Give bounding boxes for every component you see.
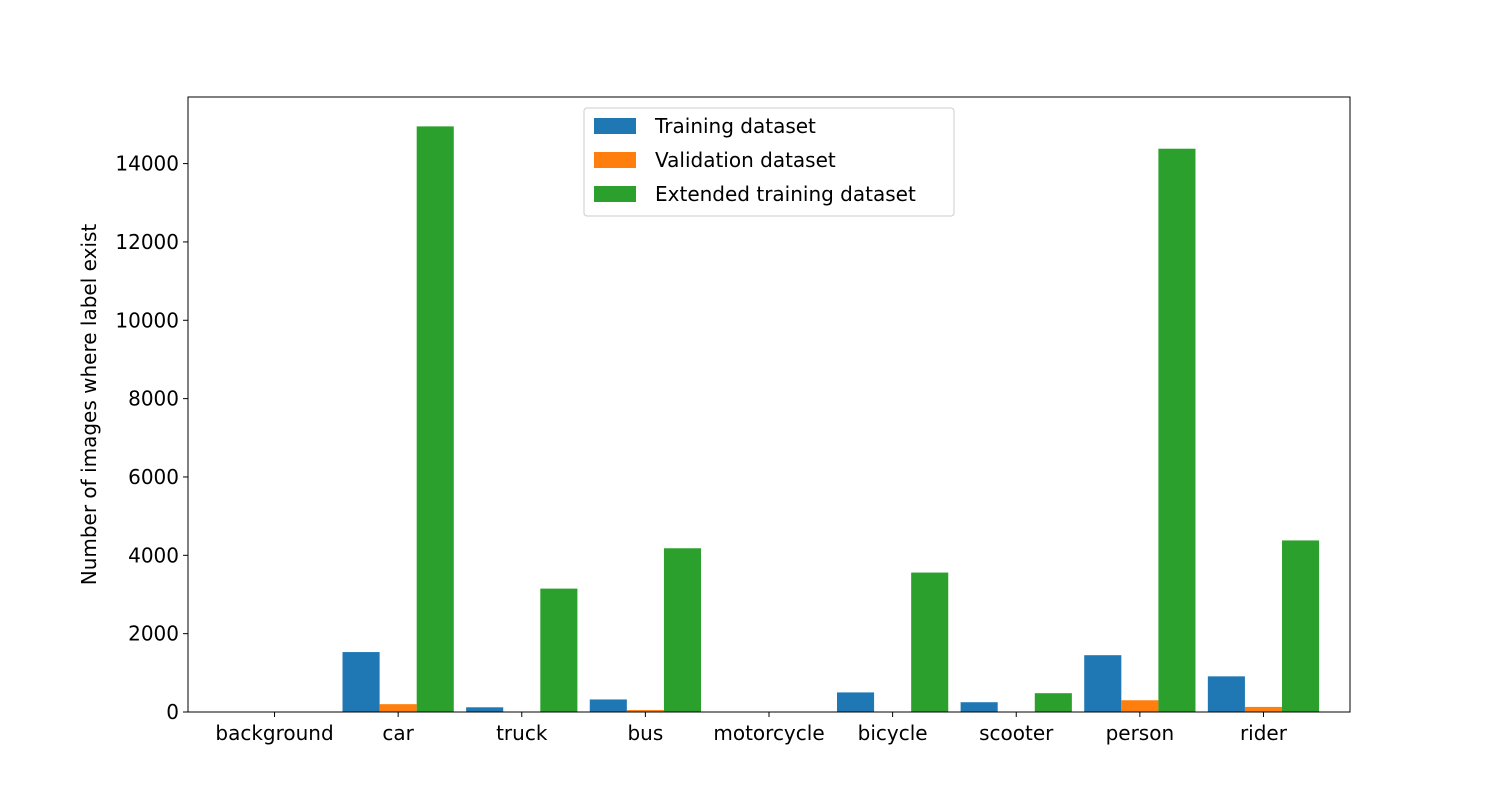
legend-label-2: Extended training dataset — [655, 182, 916, 206]
bars-layer — [342, 126, 1320, 712]
bar-rider-series-0 — [1207, 676, 1245, 712]
x-tick-label-motorcycle: motorcycle — [713, 721, 824, 745]
y-tick-label: 12000 — [115, 230, 179, 254]
legend-box — [583, 107, 955, 217]
y-tick-label: 0 — [166, 700, 179, 724]
bar-truck-series-0 — [466, 707, 504, 712]
bar-rider-series-2 — [1282, 540, 1320, 712]
bar-truck-series-2 — [540, 588, 578, 712]
y-tick-label: 14000 — [115, 152, 179, 176]
bar-person-series-0 — [1084, 655, 1122, 712]
bar-rider-series-1 — [1244, 706, 1283, 712]
y-tick-label: 6000 — [128, 465, 179, 489]
x-tick-label-scooter: scooter — [979, 721, 1054, 745]
y-tick-label: 4000 — [128, 543, 179, 567]
y-axis-title: Number of images where label exist — [77, 224, 101, 586]
y-tick-label: 10000 — [115, 308, 179, 332]
legend: Training dataset Validation dataset Extend… — [583, 107, 955, 217]
x-tick-label-bus: bus — [627, 721, 663, 745]
bar-bicycle-series-2 — [911, 572, 949, 712]
legend-label-0: Training dataset — [654, 114, 816, 138]
legend-swatch-1 — [594, 152, 636, 168]
x-tick-label-rider: rider — [1240, 721, 1288, 745]
bar-scooter-series-0 — [960, 702, 998, 712]
x-tick-label-truck: truck — [496, 721, 548, 745]
x-tick-label-car: car — [382, 721, 414, 745]
legend-label-1: Validation dataset — [655, 148, 836, 172]
bar-car-series-0 — [342, 652, 380, 712]
bar-bicycle-series-0 — [836, 692, 875, 712]
bar-person-series-1 — [1121, 700, 1159, 712]
bar-car-series-1 — [379, 704, 417, 712]
bar-scooter-series-2 — [1034, 693, 1072, 712]
y-tick-label: 8000 — [128, 387, 179, 411]
legend-swatch-0 — [594, 118, 636, 134]
bar-person-series-2 — [1158, 148, 1196, 712]
y-tick-label: 2000 — [128, 622, 179, 646]
bar-bus-series-2 — [663, 548, 702, 712]
bar-car-series-2 — [416, 126, 454, 712]
axes-layer: 0 2000 4000 6000 8000 10000 12000 14000 backgrou… — [77, 96, 1351, 745]
x-tick-label-person: person — [1106, 721, 1175, 745]
legend-swatch-2 — [594, 186, 636, 202]
x-tick-label-bicycle: bicycle — [858, 721, 928, 745]
bar-bus-series-1 — [626, 710, 664, 712]
x-tick-label-background: background — [215, 721, 333, 745]
bar-bus-series-0 — [589, 699, 627, 712]
